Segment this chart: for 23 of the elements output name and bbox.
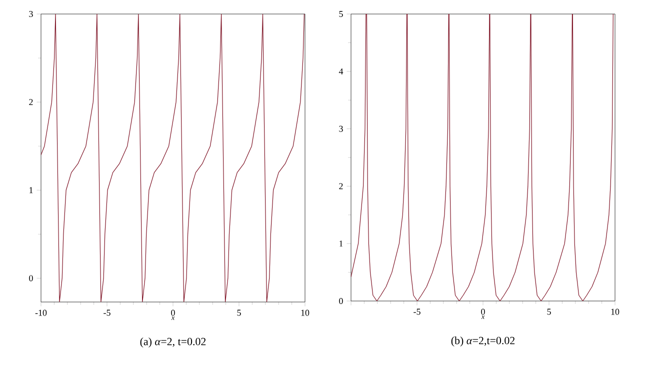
y-tick-label: 0 [339, 298, 343, 304]
y-tick-label: 3 [29, 10, 33, 18]
x-tick-label: 10 [301, 310, 310, 316]
x-tick-label: 5 [237, 310, 241, 316]
line-series [41, 14, 305, 302]
x-tick-label: 0 [481, 308, 485, 315]
text: (a) α=2, t=0.02 [140, 338, 206, 348]
y-tick-label: 1 [340, 240, 343, 247]
y-tick-label: 2 [339, 183, 343, 190]
y-tick-label: 4 [338, 68, 344, 74]
line-series [351, 14, 614, 301]
y-tick-label: 3 [339, 126, 343, 132]
x-tick-label: 5 [547, 308, 551, 315]
y-tick-label: 1 [30, 187, 33, 194]
x-tick-label: -10 [35, 310, 47, 316]
y-tick-label: 5 [339, 11, 343, 17]
y-tick-label: 0 [29, 275, 33, 282]
text: (b) α=2,t=0.02 [451, 336, 515, 346]
x-tick-label: 10 [611, 308, 620, 315]
x-tick-label: -5 [104, 310, 110, 316]
x-tick-label: 0 [171, 310, 175, 316]
x-tick-label: -5 [414, 308, 420, 315]
y-tick-label: 2 [29, 99, 33, 106]
